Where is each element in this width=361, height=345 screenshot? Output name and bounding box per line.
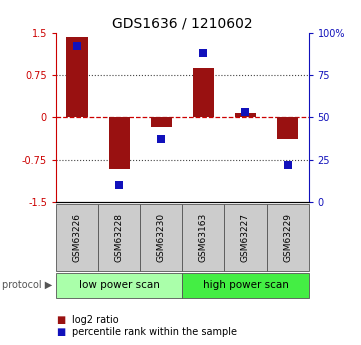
FancyBboxPatch shape	[266, 204, 309, 271]
Text: GSM63228: GSM63228	[115, 213, 123, 262]
Text: percentile rank within the sample: percentile rank within the sample	[72, 327, 237, 337]
Text: low power scan: low power scan	[79, 280, 160, 290]
Text: GSM63227: GSM63227	[241, 213, 250, 262]
Point	[243, 109, 248, 115]
FancyBboxPatch shape	[140, 204, 182, 271]
Title: GDS1636 / 1210602: GDS1636 / 1210602	[112, 16, 253, 30]
FancyBboxPatch shape	[98, 204, 140, 271]
Text: ■: ■	[56, 315, 65, 325]
FancyBboxPatch shape	[56, 204, 98, 271]
Bar	[193, 68, 214, 117]
Text: high power scan: high power scan	[203, 280, 288, 290]
Point	[200, 50, 206, 56]
Point	[158, 137, 164, 142]
Text: GSM63229: GSM63229	[283, 213, 292, 262]
Bar	[277, 117, 298, 139]
Point	[285, 162, 291, 167]
FancyBboxPatch shape	[56, 273, 182, 298]
Bar	[151, 117, 172, 127]
Text: GSM63226: GSM63226	[73, 213, 82, 262]
Text: GSM63163: GSM63163	[199, 213, 208, 262]
Text: ■: ■	[56, 327, 65, 337]
Bar	[66, 37, 87, 117]
Bar	[109, 117, 130, 169]
Point	[74, 43, 80, 49]
Text: protocol ▶: protocol ▶	[2, 280, 52, 290]
Text: log2 ratio: log2 ratio	[72, 315, 119, 325]
FancyBboxPatch shape	[182, 273, 309, 298]
FancyBboxPatch shape	[225, 204, 266, 271]
Point	[116, 182, 122, 188]
Bar	[235, 113, 256, 117]
FancyBboxPatch shape	[182, 204, 225, 271]
Text: GSM63230: GSM63230	[157, 213, 166, 262]
